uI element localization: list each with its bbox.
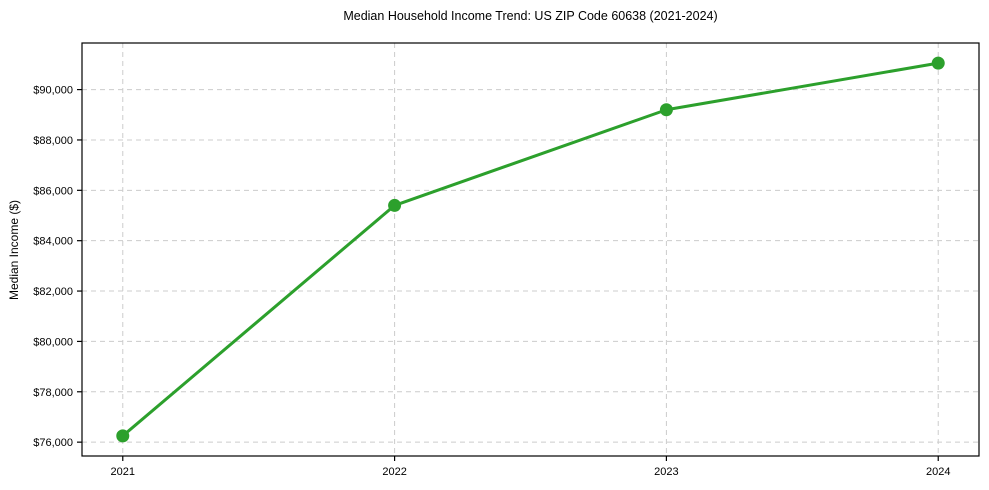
axes-border [81, 42, 980, 457]
y-tick-label: $88,000 [33, 135, 73, 147]
data-point-2022 [388, 198, 402, 212]
y-tick-label: $80,000 [33, 336, 73, 348]
y-tick-label: $90,000 [33, 85, 73, 97]
x-tick-label: 2021 [111, 466, 135, 478]
data-point-2021 [116, 429, 130, 443]
data-point-2023 [659, 103, 673, 117]
y-tick-label: $84,000 [33, 236, 73, 248]
y-tick-label: $82,000 [33, 286, 73, 298]
y-tick-label: $76,000 [33, 437, 73, 449]
x-tick-label: 2024 [926, 466, 950, 478]
chart-title: Median Household Income Trend: US ZIP Co… [343, 9, 718, 23]
x-tick-label: 2023 [654, 466, 678, 478]
trend-line [121, 61, 940, 438]
y-tick-label: $78,000 [33, 387, 73, 399]
x-tick-label: 2022 [382, 466, 406, 478]
data-point-2024 [931, 56, 945, 70]
y-tick-label: $86,000 [33, 185, 73, 197]
